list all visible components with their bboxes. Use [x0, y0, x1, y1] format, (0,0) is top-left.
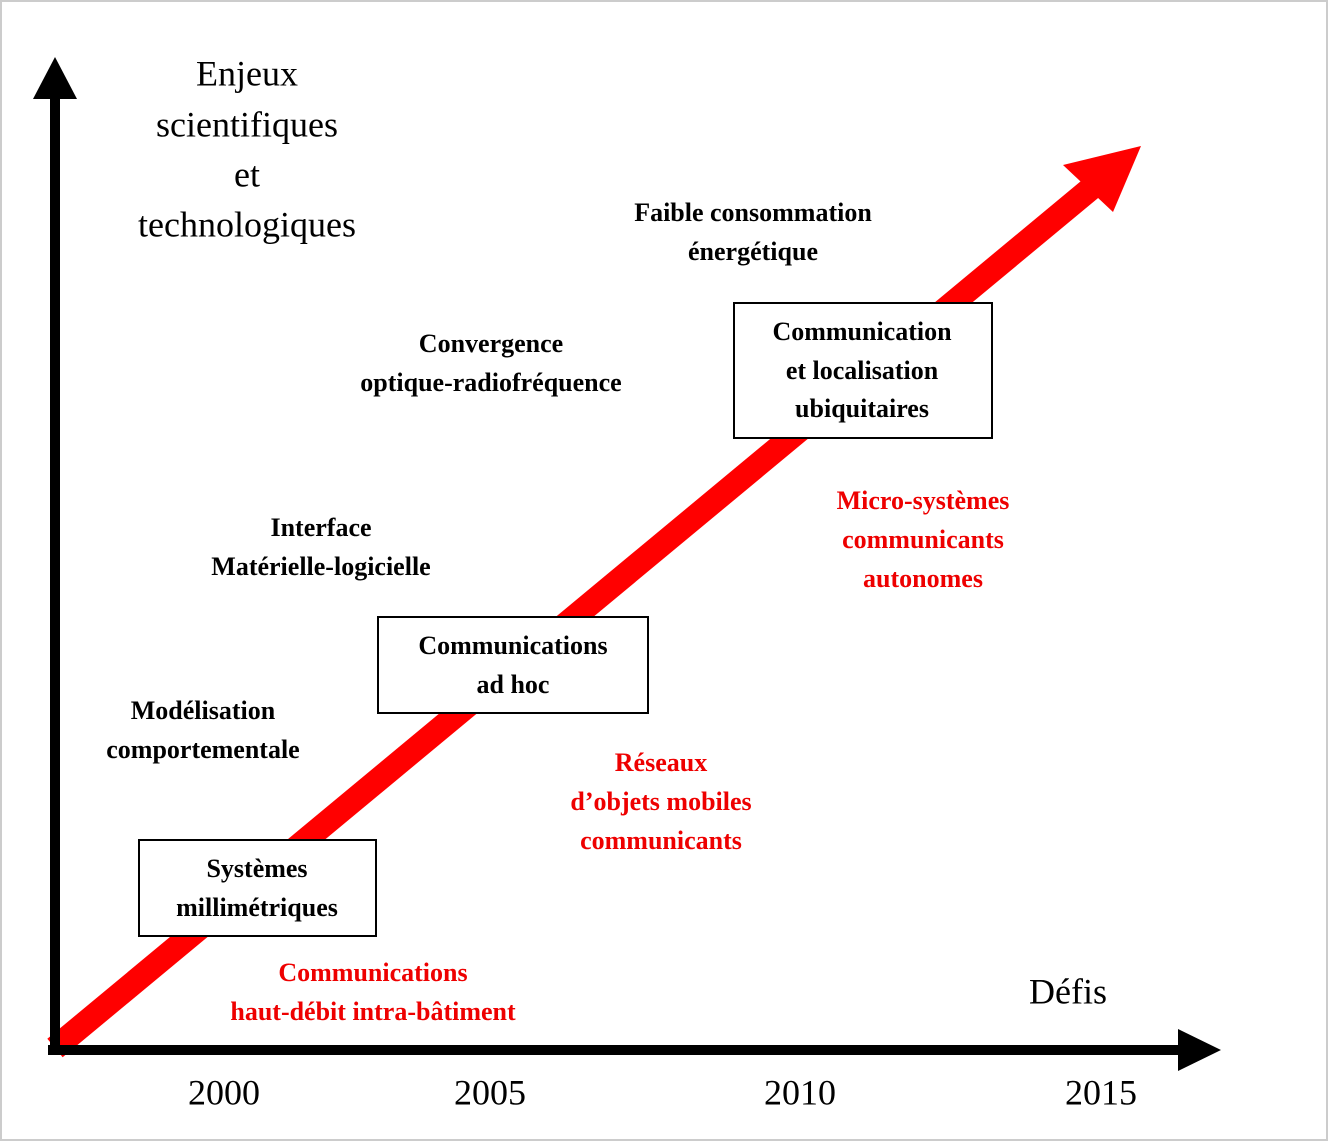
box-label: ubiquitaires	[795, 394, 929, 423]
application: Communications	[278, 958, 467, 987]
challenge: Interface	[270, 513, 371, 542]
box	[377, 616, 649, 714]
y-axis-label: technologiques	[138, 204, 356, 244]
box-label: Systèmes	[206, 854, 307, 883]
challenge: optique-radiofréquence	[360, 368, 621, 397]
year: 2000	[188, 1072, 260, 1112]
challenge: énergétique	[688, 237, 818, 266]
box-label: Communications	[418, 631, 607, 660]
box-label: et localisation	[786, 356, 939, 385]
challenge: Matérielle-logicielle	[211, 552, 430, 581]
y-axis-arrowhead	[33, 57, 77, 99]
challenge: Modélisation	[131, 696, 276, 725]
challenge: Faible consommation	[634, 198, 872, 227]
year: 2015	[1065, 1072, 1137, 1112]
y-axis-label: et	[234, 154, 260, 194]
application: Micro-systèmes	[837, 486, 1010, 515]
application: Réseaux	[615, 748, 707, 777]
x-axis-arrowhead	[1178, 1029, 1221, 1071]
year: 2010	[764, 1072, 836, 1112]
application: haut-débit intra-bâtiment	[230, 997, 516, 1026]
x-axis-label: Défis	[1029, 971, 1107, 1011]
challenge: Convergence	[419, 329, 563, 358]
box	[733, 302, 993, 439]
box	[138, 839, 377, 937]
application: d’objets mobiles	[570, 787, 751, 816]
challenge: comportementale	[106, 735, 299, 764]
application: communicants	[580, 826, 742, 855]
application: communicants	[842, 525, 1004, 554]
year: 2005	[454, 1072, 526, 1112]
box-label: ad hoc	[477, 670, 550, 699]
application: autonomes	[863, 564, 983, 593]
y-axis-label: scientifiques	[156, 104, 338, 144]
trend-arrowhead	[1063, 146, 1141, 212]
box-label: millimétriques	[176, 893, 338, 922]
y-axis-label: Enjeux	[196, 53, 298, 93]
box-label: Communication	[772, 317, 952, 346]
